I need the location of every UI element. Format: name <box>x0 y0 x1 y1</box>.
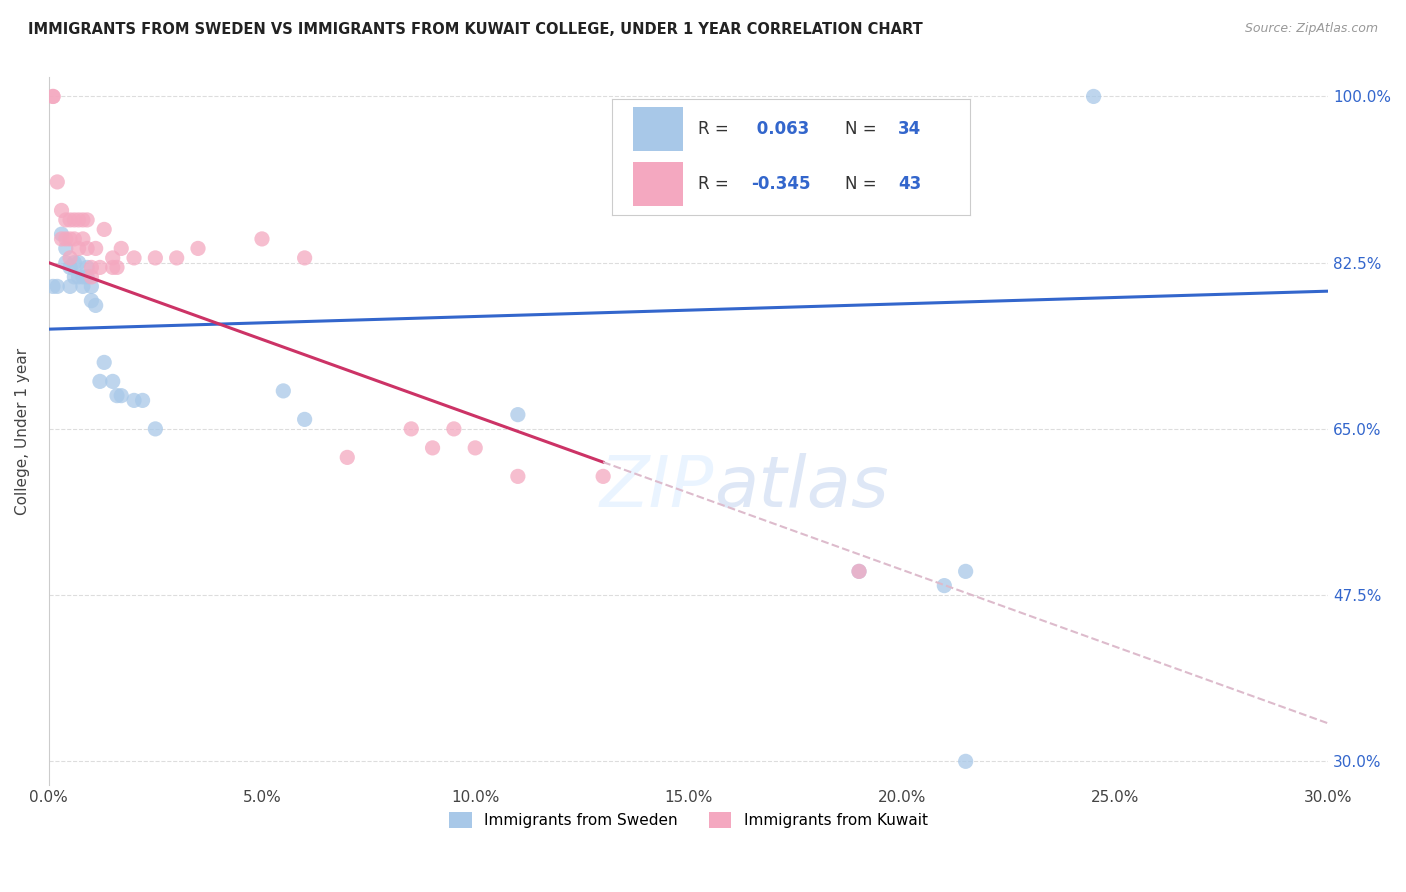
Point <box>59 251 82 265</box>
Point <box>80 269 103 284</box>
Point <box>55 232 77 246</box>
Point <box>84 298 107 312</box>
Point <box>67 269 90 284</box>
Point <box>848 565 870 579</box>
Point <box>59 260 82 275</box>
Point <box>934 579 956 593</box>
Point <box>80 293 103 308</box>
Point <box>145 422 167 436</box>
Point <box>59 279 82 293</box>
Point <box>110 389 132 403</box>
Point <box>42 279 65 293</box>
Point <box>294 251 316 265</box>
Point <box>122 393 145 408</box>
Point <box>46 279 69 293</box>
Point <box>592 469 614 483</box>
Point <box>76 241 98 255</box>
Point <box>105 389 128 403</box>
Point <box>101 260 124 275</box>
Text: ZIP: ZIP <box>599 453 714 523</box>
Point <box>105 260 128 275</box>
Point <box>89 260 111 275</box>
Point <box>271 384 294 398</box>
Point <box>72 213 94 227</box>
Point <box>63 213 86 227</box>
Point <box>145 251 167 265</box>
Text: Source: ZipAtlas.com: Source: ZipAtlas.com <box>1244 22 1378 36</box>
Point <box>42 89 65 103</box>
Point <box>67 255 90 269</box>
Point <box>166 251 188 265</box>
Point <box>63 232 86 246</box>
Point <box>51 227 73 242</box>
Point <box>55 213 77 227</box>
Point <box>59 213 82 227</box>
Point <box>294 412 316 426</box>
Point <box>63 255 86 269</box>
Point <box>955 755 977 769</box>
Text: atlas: atlas <box>714 453 889 523</box>
Point <box>464 441 486 455</box>
Point <box>93 222 115 236</box>
Point <box>67 213 90 227</box>
Point <box>506 469 529 483</box>
Point <box>72 279 94 293</box>
Point <box>101 251 124 265</box>
Point <box>422 441 444 455</box>
Point <box>336 450 359 465</box>
Point <box>76 213 98 227</box>
Point <box>59 232 82 246</box>
Point <box>93 355 115 369</box>
Point <box>72 232 94 246</box>
Point <box>1083 89 1105 103</box>
Point <box>51 203 73 218</box>
Point <box>63 269 86 284</box>
Point <box>80 279 103 293</box>
Point <box>80 260 103 275</box>
Point <box>55 255 77 269</box>
Point <box>443 422 465 436</box>
Point <box>89 375 111 389</box>
Y-axis label: College, Under 1 year: College, Under 1 year <box>15 348 30 515</box>
Point <box>506 408 529 422</box>
Point <box>72 269 94 284</box>
Point <box>122 251 145 265</box>
Point <box>42 89 65 103</box>
Point <box>187 241 209 255</box>
Point <box>110 241 132 255</box>
Point <box>399 422 422 436</box>
Point <box>67 241 90 255</box>
Point <box>131 393 153 408</box>
Point <box>55 241 77 255</box>
Point <box>51 232 73 246</box>
Point <box>848 565 870 579</box>
Point <box>84 241 107 255</box>
Point <box>101 375 124 389</box>
Point <box>76 269 98 284</box>
Legend: Immigrants from Sweden, Immigrants from Kuwait: Immigrants from Sweden, Immigrants from … <box>443 805 934 834</box>
Point <box>250 232 273 246</box>
Text: IMMIGRANTS FROM SWEDEN VS IMMIGRANTS FROM KUWAIT COLLEGE, UNDER 1 YEAR CORRELATI: IMMIGRANTS FROM SWEDEN VS IMMIGRANTS FRO… <box>28 22 922 37</box>
Point <box>955 565 977 579</box>
Point <box>46 175 69 189</box>
Point <box>76 260 98 275</box>
